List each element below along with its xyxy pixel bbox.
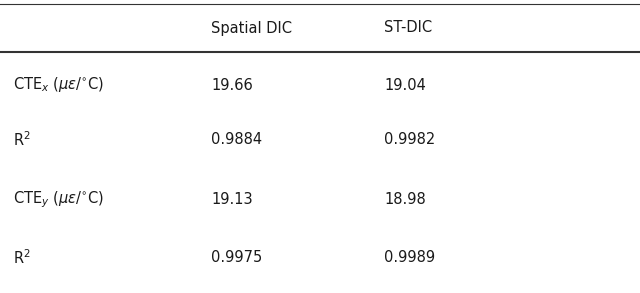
Text: 18.98: 18.98 bbox=[384, 193, 426, 207]
Text: 0.9884: 0.9884 bbox=[211, 132, 262, 147]
Text: Spatial DIC: Spatial DIC bbox=[211, 21, 292, 35]
Text: 0.9982: 0.9982 bbox=[384, 132, 435, 147]
Text: ST-DIC: ST-DIC bbox=[384, 21, 432, 35]
Text: CTE$_{y}$ ($\mu\varepsilon$/$^{\circ}$C): CTE$_{y}$ ($\mu\varepsilon$/$^{\circ}$C) bbox=[13, 190, 104, 210]
Text: 0.9975: 0.9975 bbox=[211, 251, 262, 265]
Text: 19.13: 19.13 bbox=[211, 193, 253, 207]
Text: R$^{2}$: R$^{2}$ bbox=[13, 249, 31, 267]
Text: 0.9989: 0.9989 bbox=[384, 251, 435, 265]
Text: 19.66: 19.66 bbox=[211, 78, 253, 93]
Text: R$^{2}$: R$^{2}$ bbox=[13, 131, 31, 149]
Text: CTE$_{x}$ ($\mu\varepsilon$/$^{\circ}$C): CTE$_{x}$ ($\mu\varepsilon$/$^{\circ}$C) bbox=[13, 76, 104, 95]
Text: 19.04: 19.04 bbox=[384, 78, 426, 93]
